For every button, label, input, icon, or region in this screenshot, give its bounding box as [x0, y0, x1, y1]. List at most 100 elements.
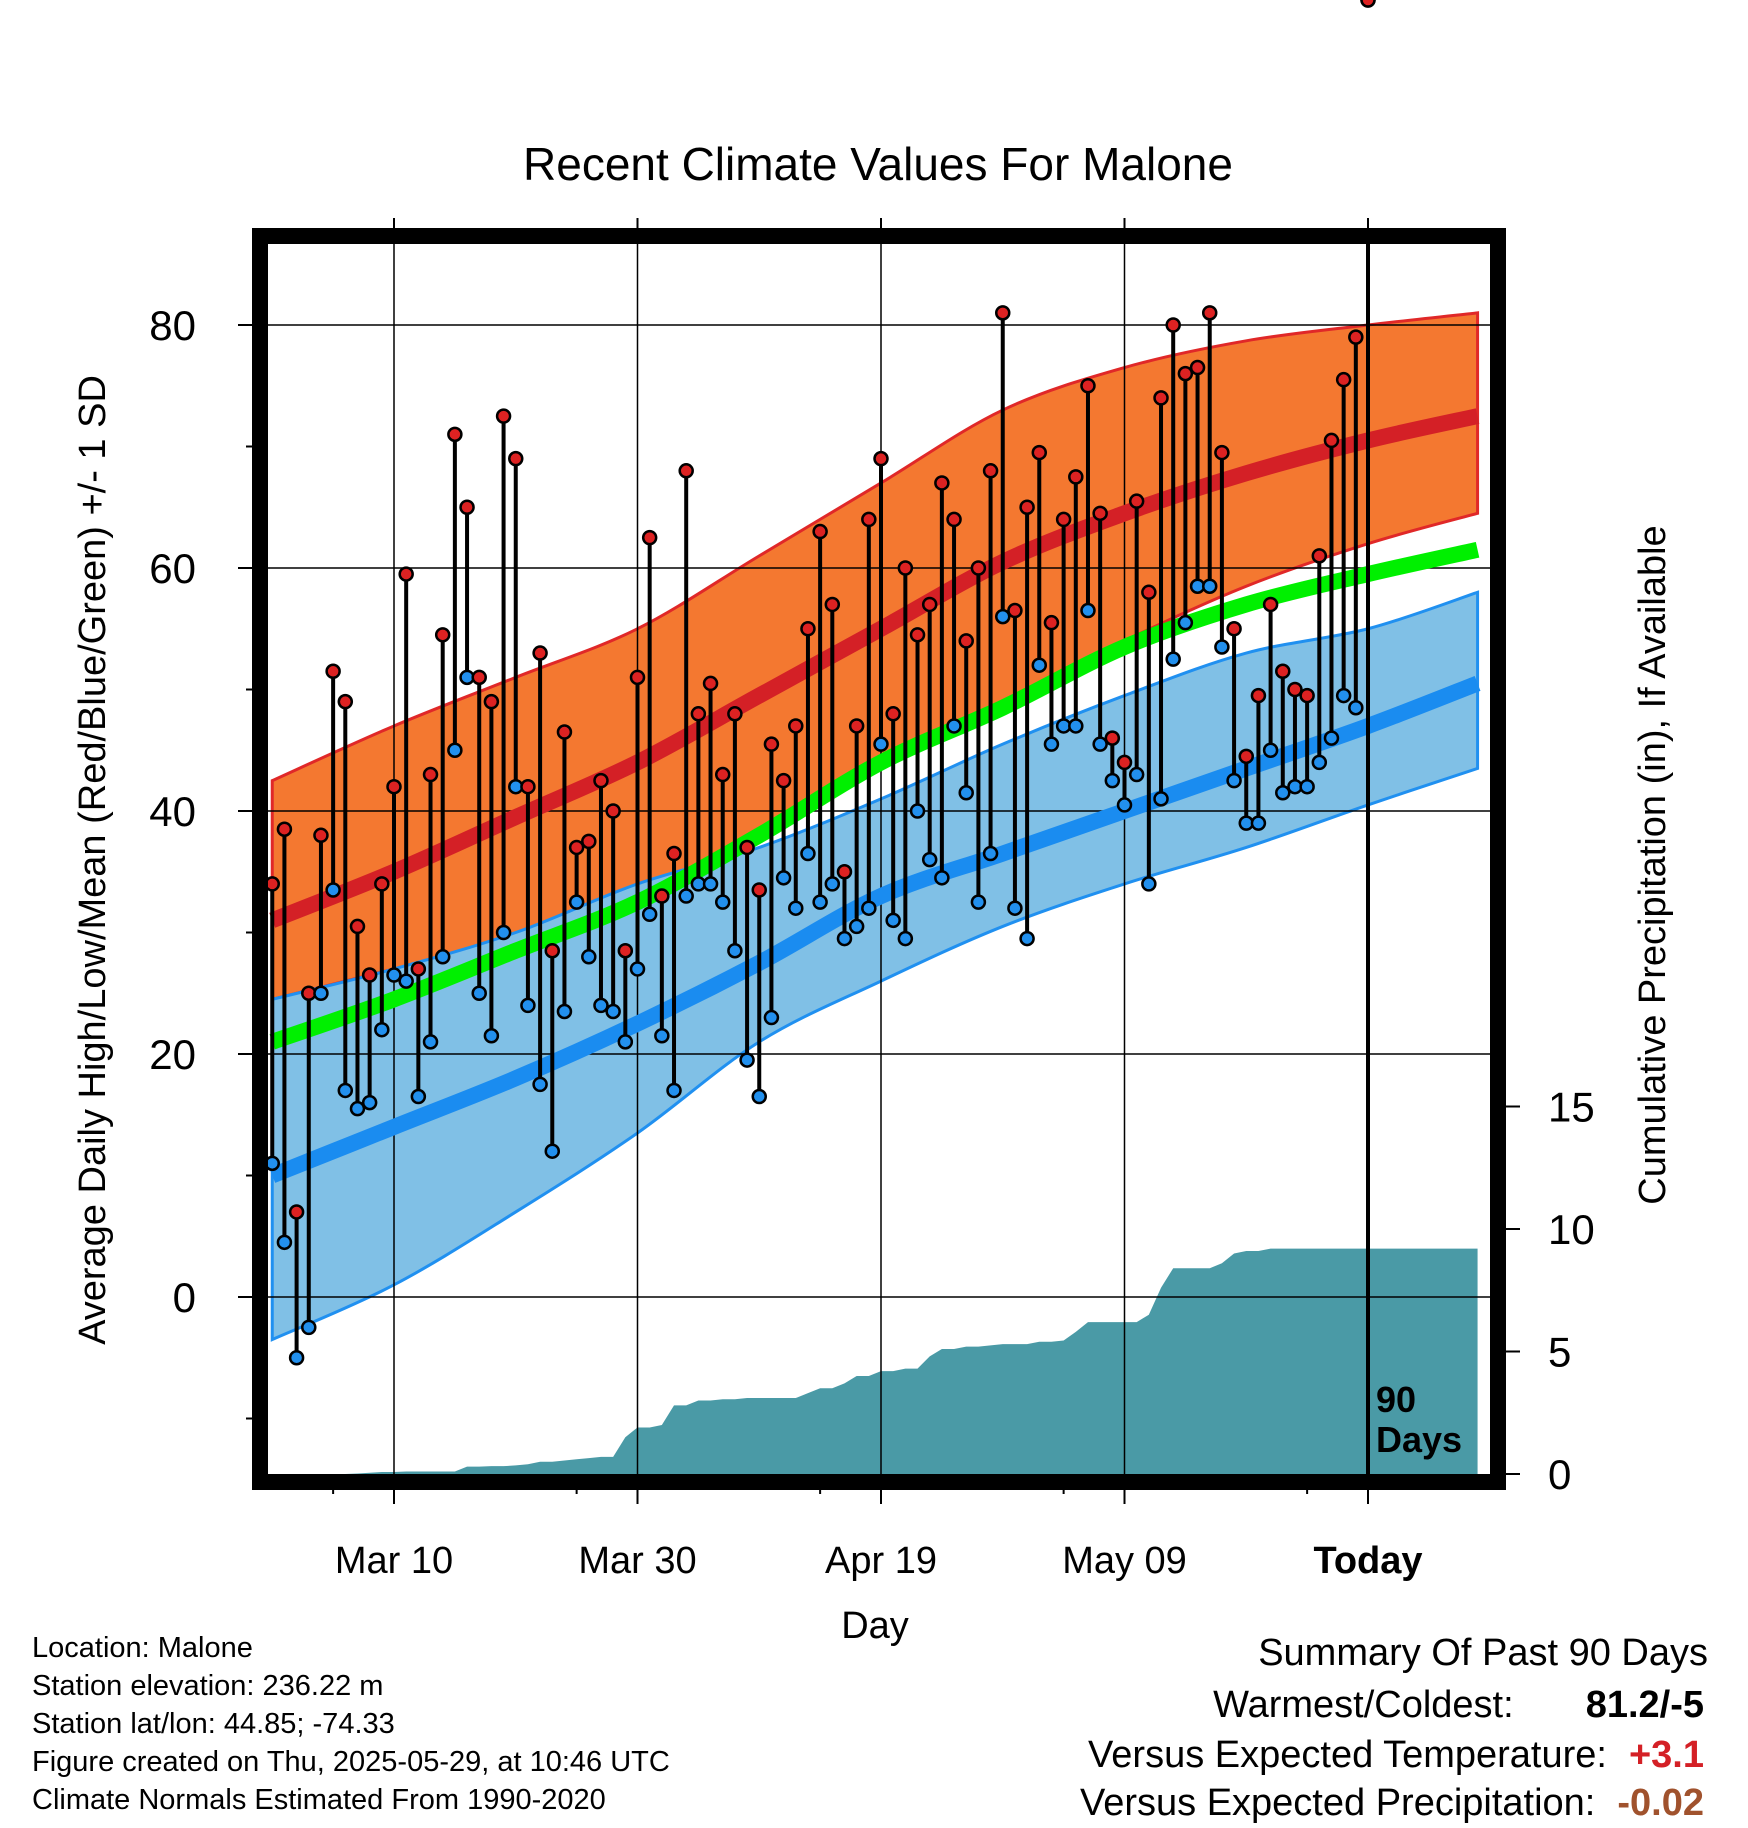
daily-high-point — [374, 876, 390, 892]
daily-low-point — [1080, 602, 1096, 619]
daily-high-point — [909, 627, 926, 643]
daily-high-point — [1262, 596, 1279, 613]
daily-low-point — [970, 894, 987, 910]
daily-high-point — [861, 511, 877, 528]
daily-high-point — [544, 942, 561, 959]
daily-low-point — [897, 930, 914, 947]
daily-low-point — [605, 1003, 621, 1020]
daily-high-point — [1043, 614, 1060, 631]
daily-high-point — [1104, 730, 1121, 746]
summary-precip-value: -0.02 — [1617, 1782, 1704, 1824]
daily-low-point — [1116, 797, 1133, 813]
daily-low-point — [1275, 785, 1291, 801]
daily-high-point — [873, 450, 889, 467]
chart-title: Recent Climate Values For Malone — [523, 138, 1233, 190]
daily-low-point — [727, 942, 743, 959]
daily-high-point — [1311, 548, 1328, 564]
daily-low-point — [1043, 736, 1060, 752]
daily-low-point — [1031, 657, 1048, 673]
daily-high-point — [349, 918, 366, 935]
daily-high-point — [483, 693, 500, 710]
x-tick-label: Apr 19 — [825, 1540, 937, 1582]
daily-low-point — [1019, 930, 1035, 947]
daily-high-point — [812, 523, 828, 540]
x-tick-label: Today — [1313, 1540, 1422, 1582]
daily-low-point — [1348, 699, 1364, 716]
daily-low-point — [946, 718, 962, 734]
daily-low-point — [775, 870, 792, 886]
daily-low-point — [788, 900, 804, 916]
y2-axis-title: Cumulative Precipitation (in), If Availa… — [1632, 525, 1674, 1204]
daily-low-point — [422, 1034, 439, 1050]
daily-low-point — [1128, 766, 1145, 783]
daily-low-point — [958, 785, 974, 801]
daily-low-point — [1092, 736, 1108, 752]
y-tick-label: 80 — [149, 302, 196, 349]
daily-high-point — [288, 1204, 305, 1220]
daily-low-point — [288, 1350, 305, 1366]
daily-high-point — [1080, 378, 1096, 394]
daily-low-point — [702, 876, 719, 892]
summary-temp-label: Versus Expected Temperature: — [1088, 1734, 1607, 1776]
daily-low-point — [301, 1319, 317, 1336]
daily-low-point — [593, 997, 609, 1014]
daily-high-point — [702, 675, 719, 692]
daily-high-point — [1116, 754, 1133, 771]
daily-low-point — [678, 888, 694, 904]
y-tick-label: 40 — [149, 788, 196, 835]
daily-low-point — [1299, 778, 1315, 795]
daily-high-point — [921, 596, 938, 613]
daily-high-point — [520, 778, 536, 795]
daily-low-point — [1007, 900, 1023, 916]
daily-low-point — [617, 1034, 634, 1050]
daily-low-point — [276, 1234, 293, 1251]
daily-high-point — [788, 718, 804, 734]
daily-high-point — [508, 450, 524, 467]
daily-high-point — [447, 426, 463, 443]
daily-low-point — [349, 1100, 366, 1117]
daily-low-point — [654, 1028, 670, 1044]
y2-tick-label: 5 — [1548, 1329, 1571, 1376]
daily-low-point — [751, 1088, 767, 1105]
daily-low-point — [1335, 687, 1352, 704]
daily-high-point — [714, 766, 731, 783]
daily-low-point — [398, 973, 414, 989]
daily-high-point — [568, 839, 585, 856]
daily-high-point — [1092, 505, 1108, 522]
summary-warmest-value: 81.2/-5 — [1585, 1684, 1704, 1726]
daily-high-point — [678, 463, 694, 479]
x-tick-label: Mar 30 — [578, 1540, 696, 1582]
daily-high-point — [1068, 469, 1084, 485]
daily-high-point — [654, 888, 670, 904]
daily-low-point — [995, 608, 1011, 625]
daily-low-point — [313, 985, 329, 1001]
low-sd-band — [270, 590, 1480, 1342]
daily-high-point — [532, 645, 548, 661]
daily-high-point — [361, 967, 378, 983]
today-marker-label-line1: 90 — [1376, 1379, 1416, 1420]
daily-low-point — [1214, 639, 1230, 655]
daily-low-point — [1177, 614, 1194, 631]
daily-high-point — [1348, 329, 1364, 345]
y2-tick-label: 10 — [1548, 1206, 1595, 1253]
daily-low-point — [921, 851, 938, 868]
daily-low-point — [495, 924, 512, 941]
daily-high-point — [982, 463, 999, 479]
daily-low-point — [1104, 772, 1121, 789]
daily-high-point — [995, 305, 1011, 321]
daily-low-point — [568, 894, 585, 910]
daily-low-point — [532, 1076, 548, 1093]
plot-frame — [252, 228, 1506, 1490]
x-tick-label: May 09 — [1062, 1540, 1187, 1582]
daily-low-point — [471, 985, 487, 1001]
daily-high-point — [398, 566, 414, 582]
daily-low-point — [1153, 791, 1169, 807]
summary-title: Summary Of Past 90 Days — [1258, 1632, 1708, 1674]
daily-low-point — [1165, 651, 1181, 667]
summary-warmest-label: Warmest/Coldest: — [1213, 1684, 1514, 1726]
daily-low-point — [520, 997, 536, 1014]
daily-low-point — [556, 1003, 573, 1020]
daily-high-point — [1360, 0, 1376, 8]
today-marker-label-line2: Days — [1376, 1419, 1462, 1460]
daily-high-point — [1055, 511, 1072, 528]
